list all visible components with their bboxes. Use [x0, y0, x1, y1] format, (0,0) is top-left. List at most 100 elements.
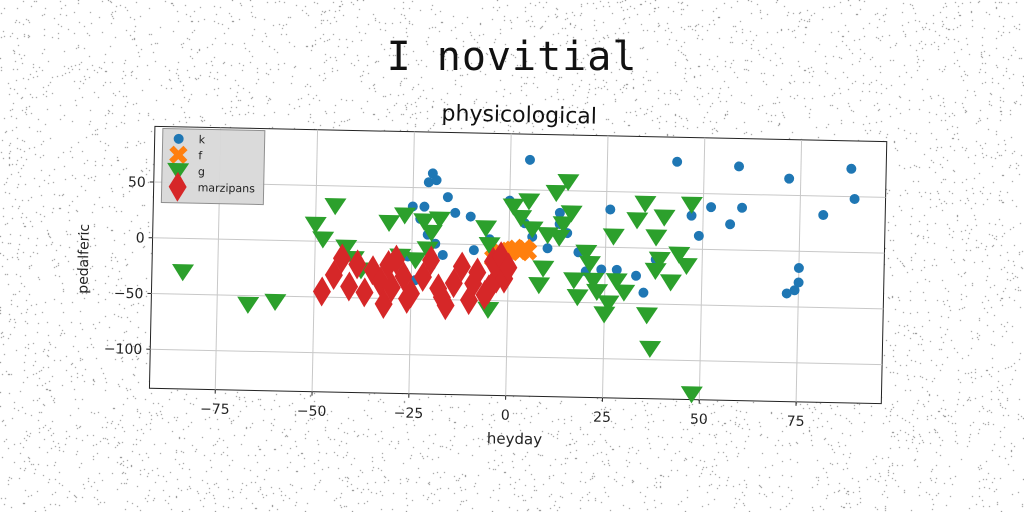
point-k — [437, 250, 448, 261]
point-g — [653, 209, 676, 227]
point-g — [510, 209, 533, 227]
point-g — [613, 284, 636, 302]
point-marzipans — [363, 255, 382, 286]
point-k — [693, 230, 704, 241]
point-g — [335, 239, 358, 257]
axis-ticks: −75 −50 −25 0 25 50 75 −100 −50 0 50 — [104, 175, 805, 430]
point-g — [420, 224, 443, 242]
y-grid-line — [153, 181, 886, 198]
y-grid-line — [150, 348, 883, 366]
y-tick-label: −50 — [114, 286, 144, 303]
point-k — [423, 177, 434, 188]
x-tick-label: 50 — [690, 412, 708, 428]
point-marzipans — [332, 243, 351, 274]
legend: kfg marzipans — [160, 127, 266, 206]
point-g — [680, 196, 703, 214]
point-g — [566, 288, 589, 307]
x-tick-label: −50 — [297, 403, 327, 420]
point-g — [593, 306, 616, 324]
legend-marker — [173, 133, 184, 144]
point-marzipans — [348, 249, 367, 280]
point-g — [394, 207, 417, 225]
point-g — [475, 220, 498, 238]
point-g — [264, 293, 287, 312]
point-g — [545, 184, 568, 203]
legend-marker — [169, 145, 188, 165]
point-g — [575, 244, 598, 262]
legend-marker — [167, 162, 190, 181]
legend-label: k — [199, 133, 206, 146]
point-k — [596, 264, 607, 275]
legend-label: g — [198, 165, 205, 178]
point-k — [686, 210, 697, 221]
point-g — [237, 296, 260, 314]
point-g — [586, 283, 609, 302]
point-g — [324, 198, 347, 216]
point-g — [635, 307, 658, 325]
point-marzipans — [429, 273, 448, 304]
point-g — [597, 295, 620, 313]
x-tick-label: 25 — [593, 410, 611, 426]
point-marzipans — [374, 288, 393, 319]
point-k — [524, 154, 535, 165]
point-k — [706, 202, 717, 213]
point-g — [416, 241, 439, 259]
point-g — [639, 340, 662, 358]
point-k — [737, 202, 748, 213]
page-title: I novitial — [386, 34, 638, 80]
legend-box — [160, 127, 266, 206]
point-g — [548, 229, 571, 247]
point-marzipans — [499, 252, 518, 283]
point-marzipans — [452, 251, 471, 282]
point-g — [528, 277, 551, 295]
x-tick-label: −25 — [394, 405, 424, 422]
point-g — [532, 260, 555, 278]
point-k — [849, 193, 860, 204]
point-g — [560, 205, 583, 223]
point-k — [725, 219, 736, 230]
y-axis-label: pedalferic — [75, 224, 92, 294]
point-g — [413, 213, 436, 231]
point-k — [818, 210, 829, 221]
point-k — [465, 211, 476, 222]
x-axis-label: heyday — [487, 429, 543, 448]
point-k — [468, 245, 479, 256]
point-k — [631, 270, 642, 281]
y-tick-label: −100 — [104, 341, 143, 358]
point-g — [626, 212, 649, 230]
point-k — [638, 287, 649, 298]
point-g — [404, 252, 427, 270]
y-tick-label: 50 — [128, 175, 146, 191]
point-g — [578, 255, 601, 274]
point-k — [784, 173, 795, 184]
point-g — [521, 221, 544, 239]
point-g — [605, 273, 628, 291]
point-g — [304, 216, 327, 234]
legend-marker — [168, 171, 187, 202]
point-k — [554, 207, 565, 218]
point-g — [312, 231, 335, 249]
series-marzipans — [312, 241, 518, 321]
point-k — [431, 175, 442, 186]
point-g — [378, 214, 401, 233]
x-tick-label: −75 — [200, 401, 230, 418]
point-k — [605, 204, 616, 215]
point-marzipans — [468, 257, 487, 288]
point-g — [552, 216, 575, 234]
point-g — [680, 386, 703, 404]
point-marzipans — [432, 282, 451, 313]
legend-label: f — [198, 149, 203, 162]
x-tick-label: 0 — [501, 408, 510, 424]
point-k — [542, 243, 553, 254]
point-g — [478, 236, 501, 255]
y-tick-label: 0 — [135, 230, 144, 246]
series-g — [172, 173, 703, 404]
point-marzipans — [394, 261, 413, 292]
point-g — [644, 262, 667, 280]
point-g — [582, 272, 605, 290]
legend-label: marzipans — [198, 181, 256, 195]
point-k — [442, 192, 453, 203]
point-marzipans — [312, 276, 331, 307]
point-marzipans — [397, 283, 416, 314]
point-f — [518, 242, 538, 261]
